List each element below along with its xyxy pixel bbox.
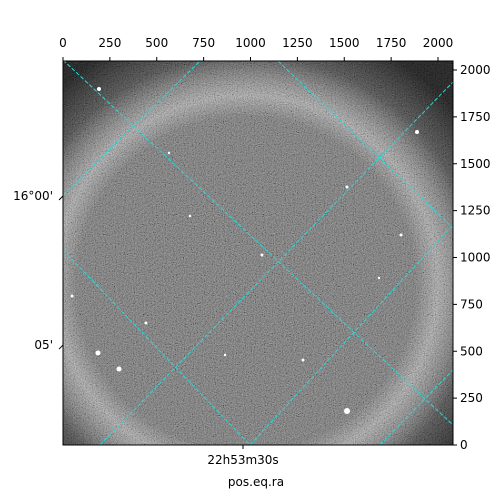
- x-tick-label: 1000: [235, 36, 266, 50]
- y-tick-label: 1750: [460, 110, 491, 124]
- y-tick-label: 0: [460, 438, 468, 452]
- stars: [70, 87, 419, 414]
- y-tick-label: 750: [460, 297, 483, 311]
- y-tick-label: 1250: [460, 204, 491, 218]
- dec-tick: [58, 195, 64, 201]
- x-tick-label: 500: [145, 36, 168, 50]
- x-tick-label: 1500: [329, 36, 360, 50]
- x-axis-label: pos.eq.ra: [228, 475, 284, 489]
- x-tick-label: 750: [192, 36, 215, 50]
- x-tick-label: 1750: [376, 36, 407, 50]
- y-tick-label: 250: [460, 391, 483, 405]
- x-tick-label: 250: [98, 36, 121, 50]
- y-tick-label: 1000: [460, 251, 491, 265]
- y-tick-label: 2000: [460, 63, 491, 77]
- frame: [62, 60, 454, 446]
- dec-tick-label: 16°00': [13, 189, 53, 203]
- x-tick-label: 0: [59, 36, 67, 50]
- x-tick-label: 2000: [423, 36, 454, 50]
- x-tick-label: 1250: [282, 36, 313, 50]
- dec-tick-label: 05': [34, 338, 53, 352]
- y-tick-label: 500: [460, 344, 483, 358]
- image: [63, 61, 453, 445]
- ra-tick-label: 22h53m30s: [207, 453, 278, 467]
- dec-tick: [58, 344, 64, 350]
- y-tick-label: 1500: [460, 157, 491, 171]
